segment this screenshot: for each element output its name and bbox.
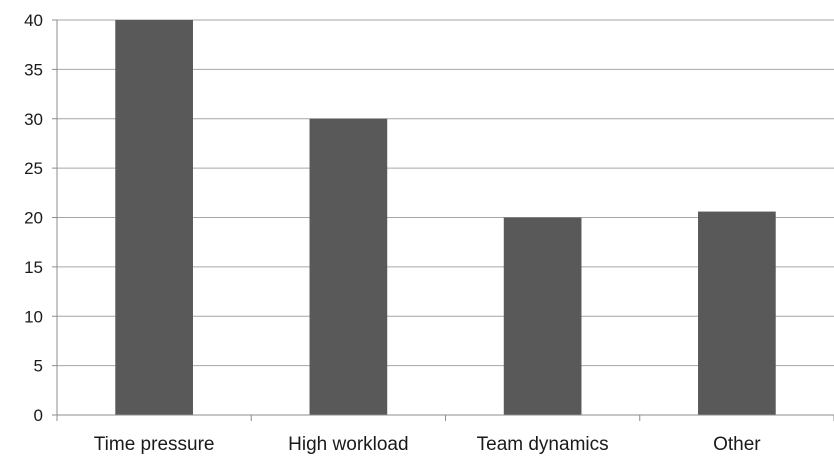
- bar-time-pressure: [115, 20, 193, 415]
- bar-team-dynamics: [503, 217, 582, 415]
- y-tick-label: 10: [24, 307, 43, 326]
- y-tick-label: 5: [34, 357, 43, 376]
- y-tick-label: 40: [24, 11, 43, 30]
- y-tick-label: 20: [24, 209, 43, 228]
- y-tick-label: 30: [24, 110, 43, 129]
- x-category-label: Time pressure: [94, 434, 215, 455]
- bars: [115, 20, 776, 415]
- x-category-label: High workload: [288, 434, 408, 455]
- y-tick-label: 35: [24, 60, 43, 79]
- y-tick-label: 15: [24, 258, 43, 277]
- x-category-label: Team dynamics: [477, 434, 609, 455]
- axes: [52, 19, 834, 421]
- x-category-label: Other: [713, 434, 761, 455]
- y-tick-labels: 0 5 10 15 20 25 30 35 40: [24, 11, 43, 425]
- y-tick-label: 25: [24, 159, 43, 178]
- bar-high-workload: [309, 118, 388, 415]
- y-tick-label: 0: [34, 406, 43, 425]
- bar-other: [698, 211, 776, 415]
- x-category-labels: Time pressure High workload Team dynamics O…: [94, 434, 762, 455]
